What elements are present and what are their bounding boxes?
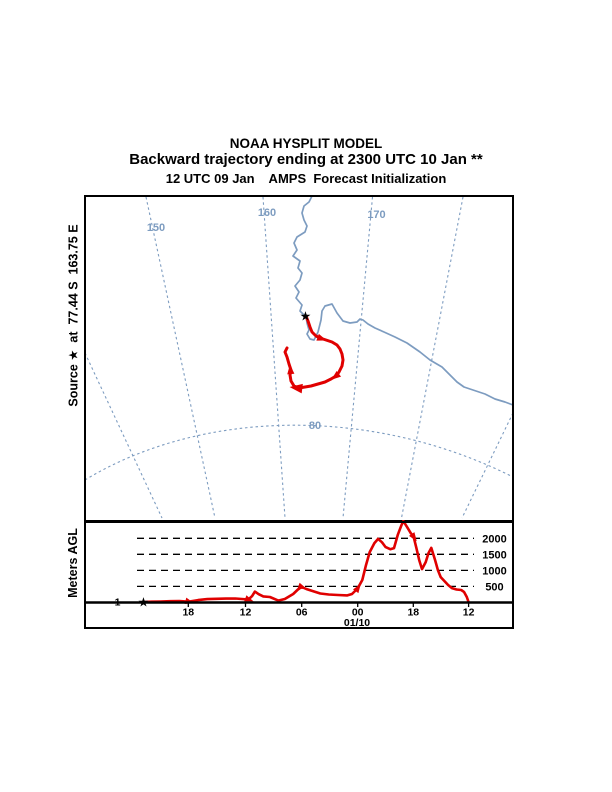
page-subtitle: Backward trajectory ending at 2300 UTC 1…	[129, 150, 483, 168]
profile-frame	[84, 521, 514, 629]
meridian-label-160: 160	[258, 207, 276, 219]
height-profile-path	[140, 520, 471, 604]
trajectory-direction-marker	[289, 383, 303, 394]
ytick-1500: 1500	[482, 549, 506, 561]
parallel-label-80: 80	[309, 420, 321, 432]
trajectory-direction-marker	[331, 370, 342, 380]
antarctic-coastline	[292, 195, 514, 406]
trajectory-direction-marker	[316, 333, 327, 341]
xtick-5: 12	[463, 607, 475, 619]
ytick-1000: 1000	[482, 565, 506, 577]
meridian-190	[461, 412, 514, 519]
source-star-profile: ★	[138, 595, 150, 610]
page-title: NOAA HYSPLIT MODEL	[229, 136, 383, 151]
xtick-3: 00	[352, 607, 364, 619]
trajectory-direction-marker	[287, 364, 295, 375]
height-profile-line-layer	[140, 520, 471, 605]
trajectory-number-label: 1	[115, 597, 121, 609]
meridian-150	[145, 196, 216, 519]
meridian-label-150: 150	[147, 222, 165, 234]
trajectory-direction-marker	[408, 532, 417, 542]
graticule-meridians	[84, 196, 514, 519]
trajectory-path-layer	[283, 314, 345, 394]
xtick-1: 12	[240, 607, 252, 619]
meridian-label-170: 170	[367, 209, 385, 221]
x-tick-marks	[187, 602, 470, 607]
profile-y-axis-label: Meters AGL	[66, 528, 80, 598]
xtick-4: 18	[407, 607, 419, 619]
parallel-80s	[84, 424, 514, 481]
map-source-axis-label: Source ★ at 77.44 S 163.75 E	[66, 224, 81, 407]
ytick-2000: 2000	[482, 533, 506, 545]
meridian-170	[342, 196, 374, 519]
xtick-2: 06	[296, 607, 308, 619]
meridian-180	[400, 196, 464, 519]
page-subtitle2: 12 UTC 09 Jan AMPS Forecast Initializati…	[165, 171, 447, 186]
xtick-0: 18	[182, 607, 194, 619]
ytick-500: 500	[485, 581, 503, 593]
date-label: 01/10	[344, 617, 370, 629]
meridian-140	[84, 352, 163, 519]
altitude-gridlines	[137, 537, 474, 588]
trajectory-map-panel: 150 160 170 80 ★	[84, 195, 514, 522]
trajectory-direction-marker	[297, 582, 307, 589]
trajectory-direction-marker	[352, 584, 361, 594]
map-frame	[84, 195, 514, 522]
meridian-160	[262, 196, 286, 519]
height-profile-panel: 2000 1500 1000 500 18 12 06 00 18 12 01/…	[84, 520, 514, 629]
source-star-map: ★	[300, 309, 312, 324]
trajectory-direction-marker	[244, 595, 254, 602]
